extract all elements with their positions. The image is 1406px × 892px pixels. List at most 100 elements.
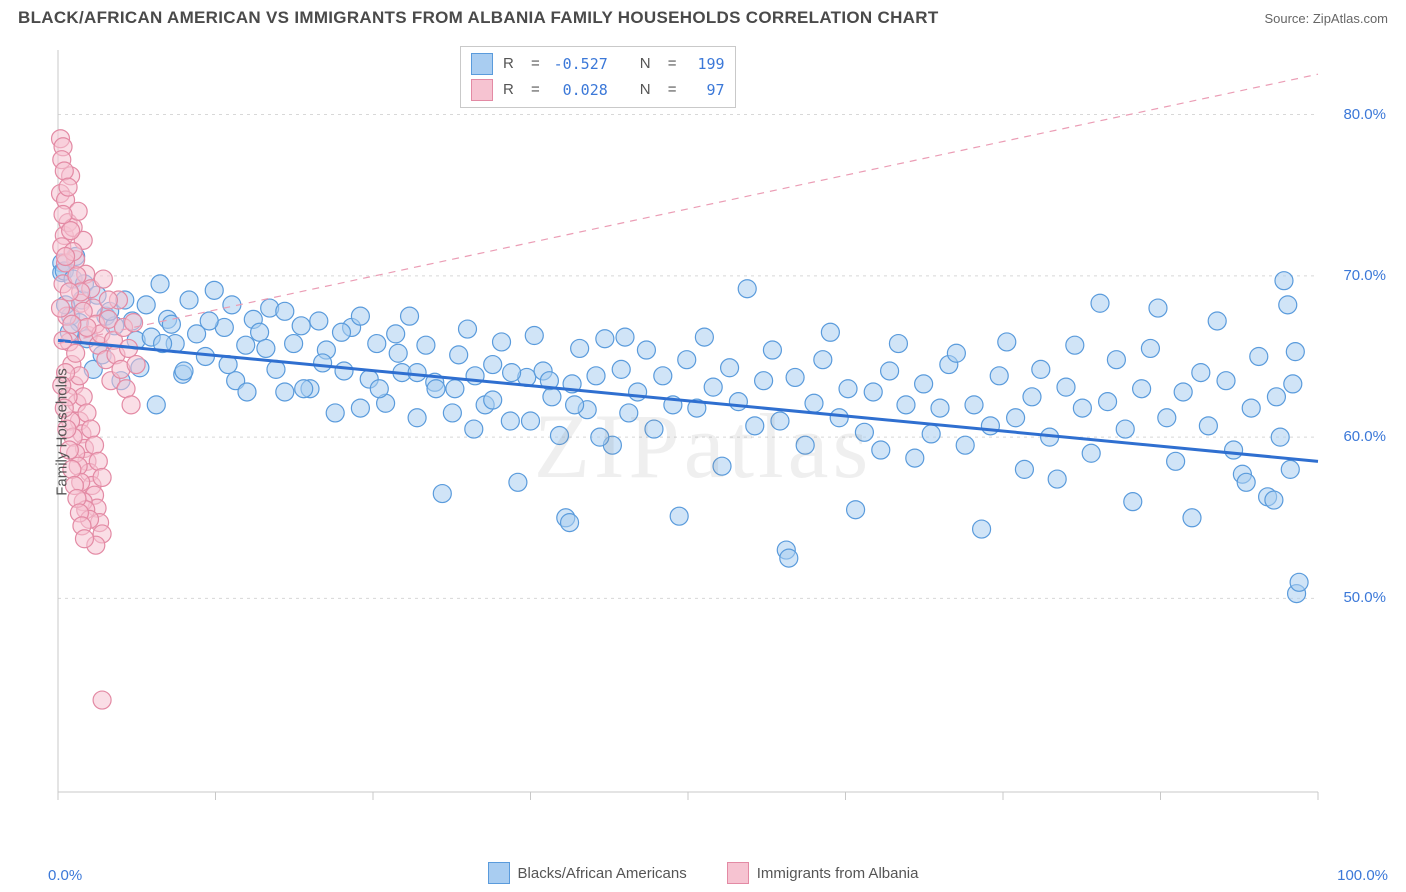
scatter-point <box>855 423 873 441</box>
scatter-point <box>62 222 80 240</box>
scatter-point <box>257 339 275 357</box>
scatter-point <box>670 507 688 525</box>
scatter-point <box>122 396 140 414</box>
scatter-point <box>1271 428 1289 446</box>
scatter-point <box>63 315 81 333</box>
scatter-point <box>251 323 269 341</box>
scatter-point <box>566 396 584 414</box>
correlation-legend: R=-0.527N=199R=0.028N=97 <box>460 46 736 108</box>
scatter-point <box>387 325 405 343</box>
legend-n-label: N <box>640 51 658 77</box>
scatter-point <box>629 383 647 401</box>
scatter-point <box>408 409 426 427</box>
scatter-point <box>990 367 1008 385</box>
scatter-point <box>86 436 104 454</box>
scatter-point <box>94 270 112 288</box>
scatter-point <box>1032 360 1050 378</box>
scatter-point <box>1167 452 1185 470</box>
scatter-point <box>550 427 568 445</box>
scatter-point <box>654 367 672 385</box>
scatter-point <box>151 275 169 293</box>
scatter-point <box>612 360 630 378</box>
scatter-plot-svg <box>48 42 1388 822</box>
scatter-point <box>54 206 72 224</box>
scatter-point <box>965 396 983 414</box>
scatter-point <box>1267 388 1285 406</box>
scatter-point <box>351 399 369 417</box>
scatter-point <box>1099 393 1117 411</box>
scatter-point <box>1242 399 1260 417</box>
scatter-point <box>620 404 638 422</box>
scatter-point <box>1279 296 1297 314</box>
scatter-point <box>427 380 445 398</box>
scatter-point <box>1073 399 1091 417</box>
bottom-legend-item: Immigrants from Albania <box>727 862 919 884</box>
scatter-point <box>1007 409 1025 427</box>
scatter-point <box>237 336 255 354</box>
scatter-point <box>1158 409 1176 427</box>
scatter-point <box>52 299 70 317</box>
scatter-point <box>704 378 722 396</box>
scatter-point <box>417 336 435 354</box>
scatter-point <box>55 162 73 180</box>
legend-r-value: -0.527 <box>550 51 608 77</box>
scatter-point <box>509 473 527 491</box>
scatter-point <box>543 388 561 406</box>
scatter-point <box>763 341 781 359</box>
bottom-legend-label: Blacks/African Americans <box>518 865 687 882</box>
legend-n-value: 97 <box>687 77 725 103</box>
scatter-point <box>408 364 426 382</box>
scatter-point <box>1237 473 1255 491</box>
scatter-point <box>503 364 521 382</box>
scatter-point <box>127 356 145 374</box>
legend-swatch <box>471 79 493 101</box>
scatter-point <box>1192 364 1210 382</box>
scatter-point <box>276 302 294 320</box>
scatter-point <box>59 178 77 196</box>
scatter-point <box>68 267 86 285</box>
scatter-point <box>484 391 502 409</box>
scatter-point <box>276 383 294 401</box>
y-tick-label: 70.0% <box>1343 267 1386 284</box>
scatter-point <box>205 281 223 299</box>
y-tick-label: 60.0% <box>1343 428 1386 445</box>
legend-swatch <box>727 862 749 884</box>
legend-n-label: N <box>640 77 658 103</box>
scatter-point <box>82 420 100 438</box>
legend-swatch <box>488 862 510 884</box>
legend-n-value: 199 <box>687 51 725 77</box>
scatter-point <box>906 449 924 467</box>
scatter-point <box>616 328 634 346</box>
scatter-point <box>561 514 579 532</box>
scatter-point <box>1133 380 1151 398</box>
scatter-point <box>1265 491 1283 509</box>
scatter-point <box>814 351 832 369</box>
scatter-point <box>117 380 135 398</box>
scatter-point <box>738 280 756 298</box>
scatter-point <box>99 291 117 309</box>
scatter-point <box>981 417 999 435</box>
scatter-point <box>1116 420 1134 438</box>
scatter-point <box>596 330 614 348</box>
scatter-point <box>864 383 882 401</box>
scatter-point <box>755 372 773 390</box>
scatter-point <box>746 417 764 435</box>
scatter-point <box>889 335 907 353</box>
scatter-point <box>1174 383 1192 401</box>
scatter-point <box>459 320 477 338</box>
scatter-point <box>89 452 107 470</box>
scatter-point <box>238 383 256 401</box>
scatter-point <box>60 283 78 301</box>
scatter-point <box>450 346 468 364</box>
scatter-point <box>931 399 949 417</box>
scatter-point <box>1290 573 1308 591</box>
legend-r-value: 0.028 <box>550 77 608 103</box>
scatter-point <box>446 380 464 398</box>
y-axis-label: Family Households <box>54 368 71 496</box>
y-tick-label: 80.0% <box>1343 106 1386 123</box>
scatter-point <box>830 409 848 427</box>
scatter-point <box>370 380 388 398</box>
scatter-point <box>947 344 965 362</box>
scatter-point <box>57 247 75 265</box>
scatter-point <box>780 549 798 567</box>
